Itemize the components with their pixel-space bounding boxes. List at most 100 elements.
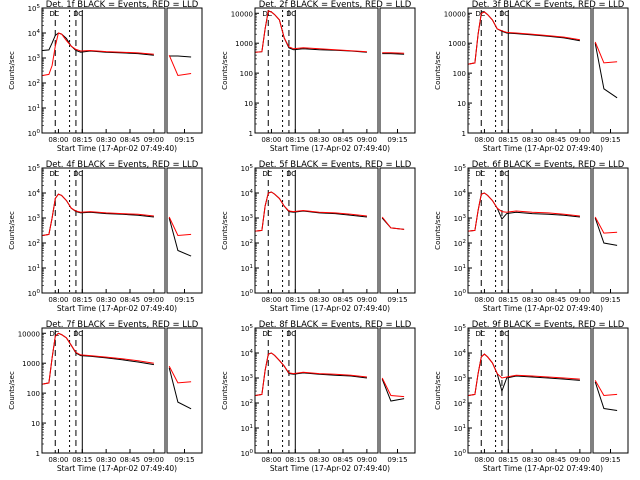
x-tick-label: 08:00 — [261, 456, 281, 464]
x-tick-label: 09:15 — [600, 296, 620, 304]
x-tick-label: 09:00 — [144, 296, 164, 304]
x-tick-label: 09:15 — [600, 136, 620, 144]
y-tick-label: 100 — [28, 129, 41, 138]
y-tick-label: 104 — [241, 349, 254, 358]
x-tick-label: 09:00 — [357, 456, 377, 464]
y-tick-label: 10000 — [18, 330, 40, 338]
y-tick-label: 102 — [28, 79, 40, 88]
marker-label: C — [504, 330, 509, 338]
x-tick-label: 09:15 — [174, 136, 194, 144]
events-series-line — [42, 332, 154, 385]
y-tick-label: 100 — [241, 449, 254, 458]
events-series-line-tail — [594, 217, 618, 246]
y-tick-label: 102 — [241, 399, 253, 408]
y-tick-label: 102 — [454, 239, 466, 248]
marker-label: C — [267, 10, 272, 18]
plot-frame-right — [166, 7, 203, 134]
chart-panel: Det. 2f BLACK = Events, RED = LLD 1 10 100 1… — [221, 0, 416, 153]
events-series-line-tail — [169, 55, 192, 58]
x-tick-label: 08:45 — [333, 296, 353, 304]
marker-label: C — [54, 10, 59, 18]
x-tick-label: 08:30 — [96, 136, 116, 144]
marker-label: D — [499, 330, 504, 338]
y-tick-label: 103 — [454, 214, 467, 223]
chart-title: Det. 9f BLACK = Events, RED = LLD — [472, 320, 625, 330]
y-tick-label: 100 — [241, 289, 254, 298]
chart-title: Det. 1f BLACK = Events, RED = LLD — [46, 0, 199, 10]
chart-panel: Det. 5f BLACK = Events, RED = LLD 100 101 1… — [221, 160, 416, 313]
y-axis-label: Counts/sec — [8, 51, 16, 90]
marker-label: C — [480, 10, 485, 18]
lld-series-line — [468, 192, 580, 232]
x-tick-label: 08:30 — [96, 456, 116, 464]
marker-label: C — [78, 170, 83, 178]
marker-label: D — [286, 330, 291, 338]
x-axis-label: Start Time (17-Apr-02 07:49:40) — [483, 464, 603, 473]
events-series-line — [468, 11, 580, 65]
x-tick-label: 08:45 — [546, 456, 566, 464]
y-axis-label: Counts/sec — [8, 211, 16, 250]
x-axis-label: Start Time (17-Apr-02 07:49:40) — [483, 304, 603, 313]
y-tick-label: 1000 — [22, 360, 40, 368]
x-tick-label: 08:00 — [474, 296, 494, 304]
x-tick-label: 09:00 — [357, 296, 377, 304]
x-tick-label: 08:00 — [261, 136, 281, 144]
plot-frame-right — [592, 7, 629, 134]
chart-panel: Det. 9f BLACK = Events, RED = LLD 100 101 1… — [434, 320, 629, 473]
x-tick-label: 08:30 — [522, 136, 542, 144]
x-tick-label: 08:45 — [120, 136, 140, 144]
y-tick-label: 10 — [457, 100, 466, 108]
x-tick-label: 08:45 — [120, 296, 140, 304]
y-tick-label: 100 — [454, 289, 467, 298]
marker-label: D — [475, 170, 480, 178]
chart-panel: Det. 3f BLACK = Events, RED = LLD 1 10 100 1… — [434, 0, 629, 153]
plot-frame — [467, 167, 592, 294]
y-axis-label: Counts/sec — [434, 211, 442, 250]
lld-series-line-tail — [594, 216, 618, 234]
x-tick-label: 09:15 — [174, 456, 194, 464]
y-axis-label: Counts/sec — [221, 371, 229, 410]
marker-label: C — [267, 170, 272, 178]
lld-series-line-tail — [168, 55, 192, 77]
y-tick-label: 101 — [241, 264, 253, 273]
x-tick-label: 08:15 — [285, 296, 305, 304]
y-tick-label: 103 — [454, 374, 467, 383]
marker-label: C — [291, 330, 296, 338]
x-tick-label: 09:15 — [174, 296, 194, 304]
marker-label: C — [78, 330, 83, 338]
y-tick-label: 103 — [241, 214, 254, 223]
events-series-line-tail — [381, 378, 405, 402]
chart-title: Det. 6f BLACK = Events, RED = LLD — [472, 160, 625, 170]
marker-label: D — [286, 170, 291, 178]
lld-series-line — [468, 11, 580, 65]
y-tick-label: 105 — [241, 164, 254, 173]
x-tick-label: 09:00 — [357, 136, 377, 144]
events-series-line — [42, 193, 154, 236]
x-tick-label: 09:00 — [570, 456, 590, 464]
x-tick-label: 08:30 — [309, 136, 329, 144]
events-series-line-tail — [168, 367, 192, 410]
y-tick-label: 105 — [241, 324, 254, 333]
marker-label: C — [291, 170, 296, 178]
x-tick-label: 08:45 — [546, 296, 566, 304]
lld-series-line — [255, 352, 367, 396]
y-tick-label: 104 — [241, 189, 254, 198]
plot-frame-right — [166, 327, 203, 454]
y-tick-label: 104 — [28, 29, 41, 38]
marker-label: C — [504, 10, 509, 18]
x-tick-label: 08:45 — [546, 136, 566, 144]
marker-label: D — [73, 170, 78, 178]
y-tick-label: 101 — [241, 424, 253, 433]
lld-series-line — [42, 332, 154, 385]
x-tick-label: 08:30 — [309, 296, 329, 304]
y-tick-label: 10 — [244, 100, 253, 108]
marker-label: D — [73, 330, 78, 338]
x-tick-label: 08:45 — [333, 456, 353, 464]
plot-frame — [254, 167, 379, 294]
x-tick-label: 09:00 — [570, 136, 590, 144]
lld-series-line — [468, 353, 580, 396]
x-tick-label: 08:00 — [48, 296, 68, 304]
marker-label: D — [499, 170, 504, 178]
marker-label: D — [262, 10, 267, 18]
y-tick-label: 100 — [454, 449, 467, 458]
